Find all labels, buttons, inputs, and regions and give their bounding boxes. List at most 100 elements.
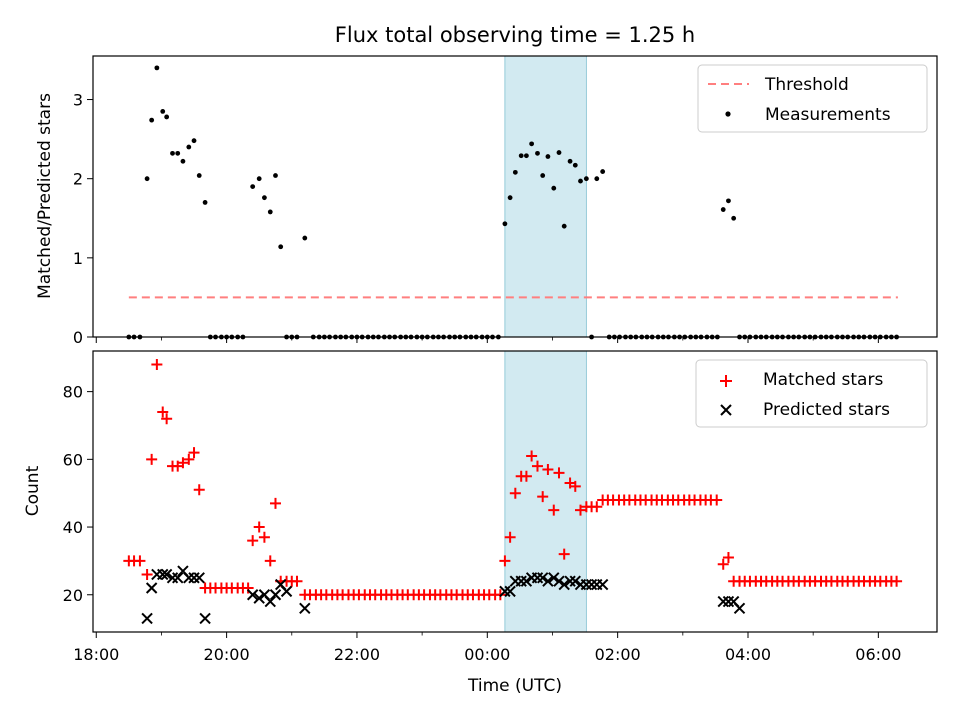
predicted-star-point <box>299 602 311 615</box>
x-tick-label: 22:00 <box>334 645 380 664</box>
predicted-star-point <box>166 572 179 584</box>
highlight-span-bottom <box>504 350 587 633</box>
measurement-point <box>250 184 256 190</box>
x-tick-label: 04:00 <box>725 645 771 664</box>
y-tick-label: 3 <box>73 91 83 110</box>
matched-star-point <box>520 470 532 482</box>
measurement-point <box>512 169 518 175</box>
matched-star-point <box>542 463 554 475</box>
measurement-point <box>154 65 160 71</box>
measurement-point <box>507 195 513 201</box>
x-tick-label: 18:00 <box>73 645 119 664</box>
predicted-star-point <box>183 572 195 584</box>
measurement-point <box>160 109 166 114</box>
x-tick-label: 02:00 <box>595 645 641 664</box>
matched-star-point <box>161 413 173 425</box>
predicted-star-point <box>199 612 211 625</box>
measurement-point <box>561 223 567 229</box>
y-tick-label: 2 <box>73 170 83 189</box>
legend-predicted-label: Predicted stars <box>763 400 890 420</box>
x-tick-label: 00:00 <box>464 645 510 664</box>
legend-threshold-label: Threshold <box>764 75 849 95</box>
measurement-point <box>262 195 267 201</box>
matched-star-point <box>591 501 603 513</box>
bottom-axis-ticks: 20 40 60 80 18:00 20:00 22:00 00:00 02:00 04:00 06… <box>63 383 902 664</box>
predicted-star-point <box>542 575 554 587</box>
measurement-point <box>175 150 181 156</box>
measurement-point <box>726 198 731 204</box>
matched-star-point <box>537 491 549 503</box>
matched-star-point <box>146 453 158 465</box>
matched-star-point <box>157 406 169 418</box>
predicted-star-point <box>558 578 570 591</box>
measurement-point <box>556 150 562 155</box>
chart-title: Flux total observing time = 1.25 h <box>335 23 695 47</box>
measurement-point <box>180 158 186 164</box>
measurement-point <box>578 178 583 184</box>
matched-star-point <box>711 494 723 506</box>
measurement-point <box>731 215 737 221</box>
predicted-star-point <box>246 589 259 601</box>
measurement-point <box>191 138 197 144</box>
y-tick-label: 20 <box>63 586 83 605</box>
measurement-point <box>594 176 600 182</box>
top-legend: Threshold Measurements <box>697 64 928 133</box>
matched-star-point <box>504 531 516 543</box>
bottom-legend: Matched stars Predicted stars <box>695 359 928 428</box>
legend-matched-label: Matched stars <box>763 370 883 390</box>
predicted-star-point <box>580 578 593 591</box>
measurement-point <box>572 162 578 168</box>
predicted-star-point <box>141 612 153 625</box>
measurement-point <box>186 144 192 150</box>
measurement-point <box>529 141 535 147</box>
predicted-star-point <box>520 575 533 587</box>
matched-star-point <box>891 575 903 587</box>
matched-star-point <box>247 535 259 547</box>
predicted-star-point <box>569 575 581 587</box>
top-y-axis-label: Matched/Predicted stars <box>35 93 55 299</box>
top-axis-ticks: 0 1 2 3 <box>73 91 879 347</box>
measurement-point <box>535 150 540 156</box>
predicted-star-point <box>531 572 544 584</box>
predicted-star-point <box>499 585 511 598</box>
matched-star-point <box>499 555 511 567</box>
predicted-star-point <box>157 568 169 581</box>
highlight-span-rect <box>504 55 587 338</box>
highlight-span-rect <box>504 350 587 633</box>
measurement-point <box>144 176 150 182</box>
predicted-star-point <box>733 602 746 615</box>
predicted-star-point <box>564 575 576 587</box>
y-tick-label: 80 <box>63 383 83 402</box>
measurement-point <box>720 207 726 212</box>
x-axis-label: Time (UTC) <box>467 676 562 696</box>
matched-star-point <box>548 504 560 516</box>
matched-star-point <box>253 521 265 533</box>
predicted-star-point <box>280 585 293 598</box>
matched-star-point <box>569 480 581 492</box>
measurement-point <box>540 173 546 178</box>
predicted-star-point <box>269 589 282 601</box>
matched-star-point <box>193 484 205 496</box>
matched-star-point <box>264 555 276 567</box>
predicted-star-point <box>504 585 516 598</box>
measurement-point <box>567 158 573 164</box>
matched-star-point <box>509 487 521 499</box>
y-tick-label: 0 <box>73 328 83 347</box>
measurement-point <box>267 209 273 215</box>
x-tick-label: 20:00 <box>204 645 250 664</box>
measurement-point <box>524 153 529 159</box>
predicted-star-point <box>717 595 729 608</box>
measurement-point <box>278 244 284 250</box>
legend-measurements-label: Measurements <box>765 105 891 125</box>
measurement-point <box>302 235 308 241</box>
measurement-point <box>149 117 155 123</box>
x-tick-label: 06:00 <box>855 645 901 664</box>
predicted-star-point <box>553 575 565 587</box>
predicted-star-point <box>536 572 549 584</box>
matched-star-point <box>722 552 734 564</box>
matched-star-point <box>258 531 270 543</box>
matched-star-point <box>134 555 146 567</box>
predicted-star-point <box>585 578 598 591</box>
predicted-star-point <box>160 568 173 581</box>
